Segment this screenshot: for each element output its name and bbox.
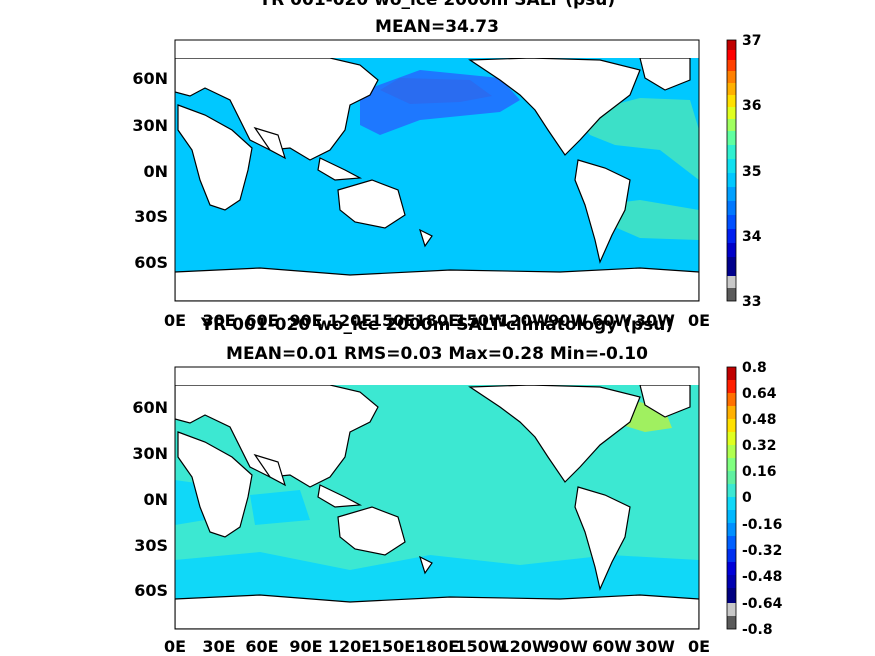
panel1-ytick: 30S	[134, 207, 168, 226]
panel1-map	[175, 40, 699, 301]
panel1-cb-tick: 36	[742, 98, 761, 114]
panel2-xtick: 0E	[164, 637, 186, 656]
panel2-xtick: 60E	[245, 637, 278, 656]
panel2-cb-tick: -0.32	[742, 543, 782, 559]
panel2-cb-tick: 0.64	[742, 386, 777, 402]
panel1-cb-tick: 33	[742, 294, 761, 310]
panel2-ytick: 0N	[143, 490, 168, 509]
panel2-cb-tick: 0.48	[742, 412, 777, 428]
panel1-cb-tick: 35	[742, 164, 761, 180]
panel1-cb-tick: 37	[742, 33, 761, 49]
panel1-ytick: 60N	[132, 69, 168, 88]
panel2-xtick: 120E	[328, 637, 372, 656]
panel1-ytick: 0N	[143, 162, 168, 181]
panel2-xtick: 120W	[498, 637, 549, 656]
panel2-x-ticks: 0E 30E 60E 90E 120E 150E 180E 150W 120W …	[164, 637, 710, 656]
panel2-xtick: 90W	[548, 637, 588, 656]
panel2-ytick: 60S	[134, 581, 168, 600]
panel1-xtick: 60E	[245, 311, 278, 330]
panel1-title: YR 001-020 wo_ice 2000m SALT (psu)	[258, 0, 615, 10]
panel2-title: YR 001-020 wo_ice 2000m SALT-climatology…	[200, 315, 673, 335]
panel2-y-ticks: 60N 30N 0N 30S 60S	[132, 398, 168, 600]
panel2-ytick: 30S	[134, 536, 168, 555]
panel1-xtick: 120W	[498, 311, 549, 330]
panel1-ytick: 60S	[134, 253, 168, 272]
panel2-ytick: 60N	[132, 398, 168, 417]
panel2-xtick: 0E	[688, 637, 710, 656]
panel2-cb-tick: 0.32	[742, 438, 777, 454]
panel2-xtick: 150E	[371, 637, 415, 656]
panel2-cb-tick: 0	[742, 490, 752, 506]
panel2-ytick: 30N	[132, 444, 168, 463]
panel2-southern-band	[175, 552, 699, 603]
panel1-xtick: 90E	[289, 311, 322, 330]
panel2-cb-tick: -0.48	[742, 569, 782, 585]
panel2-subtitle: MEAN=0.01 RMS=0.03 Max=0.28 Min=-0.10	[226, 344, 648, 364]
panel2-xtick: 30W	[635, 637, 675, 656]
panel1-x-ticks: 0E 30E 60E 90E 120E 150E 180E 150W 120W …	[164, 311, 710, 330]
panel1-xtick: 120E	[328, 311, 372, 330]
panel2-map	[175, 367, 699, 629]
panel2-cb-tick: 0.8	[742, 360, 767, 376]
panel2-xtick: 30E	[202, 637, 235, 656]
panel1-xtick: 0E	[164, 311, 186, 330]
panel1-xtick: 30W	[635, 311, 675, 330]
panel2-xtick: 60W	[592, 637, 632, 656]
panel2-xtick: 180E	[415, 637, 459, 656]
panel1-xtick: 150E	[371, 311, 415, 330]
panel1-xtick: 180E	[415, 311, 459, 330]
panel1-atlantic	[575, 98, 699, 180]
panel1-y-ticks: 60N 30N 0N 30S 60S	[132, 69, 168, 272]
panel2-xtick: 150W	[455, 637, 506, 656]
panel2-cb-tick: -0.64	[742, 596, 783, 612]
panel2-cb-tick: 0.16	[742, 464, 777, 480]
panel-salinity-anomaly: YR 001-020 wo_ice 2000m SALT-climatology…	[132, 315, 782, 656]
panel1-colorbar: 37 36 35 34 33	[726, 33, 762, 310]
panel1-xtick: 0E	[688, 311, 710, 330]
panel1-xtick: 150W	[455, 311, 506, 330]
panel2-colorbar: 0.8 0.64 0.48 0.32 0.16 0 -0.16 -0.32 -0…	[726, 360, 783, 638]
panel1-axes-frame	[174, 39, 700, 302]
panel2-cb-tick: -0.8	[742, 622, 773, 638]
panel1-ytick: 30N	[132, 116, 168, 135]
panel2-land	[175, 384, 699, 629]
panel1-xtick: 30E	[202, 311, 235, 330]
panel1-xtick: 60W	[592, 311, 632, 330]
panel1-subtitle: MEAN=34.73	[375, 17, 499, 37]
panel1-xtick: 90W	[548, 311, 588, 330]
panel1-cb-tick: 34	[742, 229, 762, 245]
panel1-land	[175, 57, 699, 301]
panel2-axes-frame	[174, 366, 700, 630]
panel-salinity: YR 001-020 wo_ice 2000m SALT (psu) MEAN=…	[132, 0, 761, 330]
panel2-cb-tick: -0.16	[742, 517, 782, 533]
panel2-xtick: 90E	[289, 637, 322, 656]
